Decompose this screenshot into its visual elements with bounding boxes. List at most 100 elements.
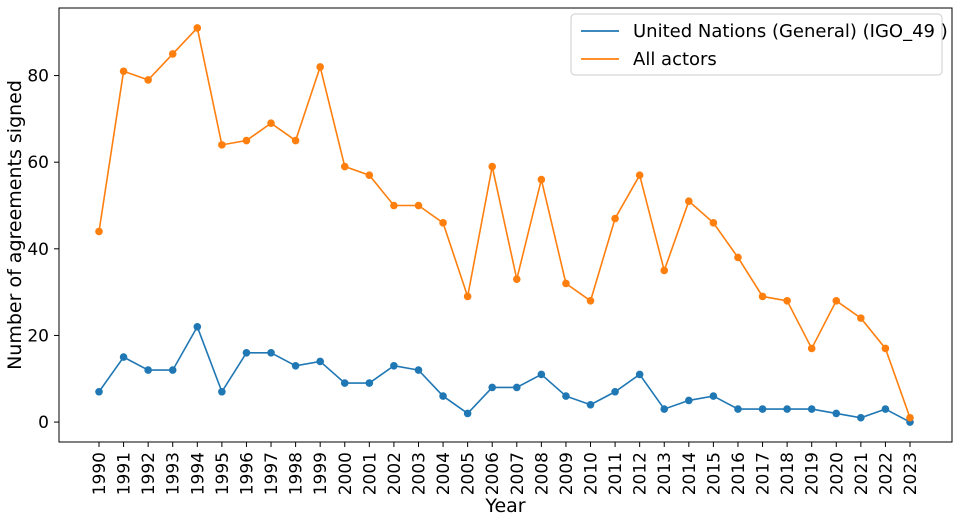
data-point (439, 392, 447, 400)
x-tick-label: 2023 (901, 452, 921, 495)
x-tick-label: 2008 (532, 452, 552, 495)
y-tick-label: 20 (27, 326, 49, 346)
data-point (316, 63, 324, 71)
x-tick-label: 1995 (213, 452, 233, 495)
data-point (709, 219, 718, 227)
plot-area (95, 24, 914, 426)
data-point (685, 396, 693, 405)
x-tick-label: 2021 (852, 452, 872, 495)
x-tick-label: 2006 (483, 452, 503, 495)
data-point (414, 201, 423, 210)
data-point (685, 197, 693, 205)
data-point (390, 201, 398, 210)
series-line (98, 26, 911, 419)
y-tick-label: 80 (27, 67, 49, 87)
data-point (439, 219, 447, 227)
x-tick-label: 2017 (754, 452, 774, 495)
data-point (365, 171, 374, 179)
data-point (267, 348, 275, 357)
legend-box (570, 13, 943, 76)
data-point (144, 366, 152, 374)
data-point (611, 387, 619, 396)
y-tick-label: 40 (27, 240, 49, 260)
x-tick-label: 2011 (606, 452, 626, 495)
data-point (414, 366, 423, 374)
y-tick-label: 0 (38, 413, 49, 433)
x-tick-label: 1990 (90, 452, 110, 495)
data-point (709, 392, 718, 400)
x-tick-label: 1996 (237, 452, 257, 495)
data-point (119, 353, 128, 361)
data-point (857, 314, 865, 322)
data-point (881, 405, 890, 413)
legend-label: United Nations (General) (IGO_49 ) (633, 21, 948, 42)
data-point (340, 379, 349, 387)
x-tick-label: 2016 (729, 452, 749, 495)
data-point (832, 409, 841, 418)
data-point (242, 136, 251, 145)
x-tick-label: 1997 (262, 452, 282, 495)
x-tick-label: 2012 (631, 452, 651, 495)
x-tick-label: 2018 (778, 452, 798, 495)
x-tick-label: 1999 (311, 452, 331, 495)
data-point (168, 366, 177, 374)
data-point (537, 370, 546, 379)
data-point (463, 292, 472, 301)
x-tick-label: 2005 (459, 452, 479, 495)
data-point (635, 171, 644, 179)
x-tick-label: 1993 (164, 452, 184, 495)
x-tick-label: 2007 (508, 452, 528, 495)
data-point (193, 322, 202, 331)
data-point (562, 392, 570, 400)
data-point (488, 162, 497, 171)
x-tick-label: 1992 (139, 452, 159, 495)
data-point (881, 344, 890, 353)
data-point (660, 266, 669, 275)
data-point (340, 162, 349, 171)
data-point (635, 370, 644, 379)
data-point (734, 405, 742, 413)
data-point (242, 348, 251, 357)
data-point (291, 136, 300, 145)
data-point (562, 279, 570, 288)
data-point (586, 400, 595, 409)
data-point (119, 67, 128, 76)
data-point (95, 227, 103, 236)
legend: United Nations (General) (IGO_49 ) All ac… (570, 13, 948, 76)
x-tick-label: 2014 (680, 452, 700, 495)
x-tick-label: 2010 (582, 452, 602, 495)
x-tick-label: 1991 (115, 452, 135, 495)
axes-frame (58, 7, 953, 443)
data-point (463, 409, 472, 418)
data-point (193, 24, 202, 32)
y-tick-label: 60 (27, 153, 49, 173)
data-point (906, 413, 914, 422)
data-point (316, 357, 324, 366)
x-tick-label: 1998 (287, 452, 307, 495)
data-point (857, 413, 865, 422)
x-tick-label: 2004 (434, 452, 454, 495)
data-point (512, 275, 521, 283)
data-point (291, 361, 300, 370)
data-point (365, 379, 374, 387)
data-point (807, 405, 816, 413)
data-point (611, 214, 619, 223)
series-1 (95, 322, 914, 426)
series-2 (95, 24, 914, 422)
x-tick-label: 2001 (360, 452, 380, 495)
data-point (144, 76, 152, 84)
series-line (98, 324, 911, 423)
x-tick-label: 2013 (655, 452, 675, 495)
x-tick-label: 2022 (876, 452, 896, 495)
data-point (537, 175, 546, 184)
data-point (512, 383, 521, 392)
data-point (832, 296, 841, 305)
x-tick-label: 2015 (704, 452, 724, 495)
data-point (783, 405, 791, 413)
data-point (807, 344, 816, 353)
x-axis: 1990 1991 1992 1993 1994 1995 1996 1997 1998 1999… (90, 442, 921, 495)
data-point (168, 50, 177, 58)
